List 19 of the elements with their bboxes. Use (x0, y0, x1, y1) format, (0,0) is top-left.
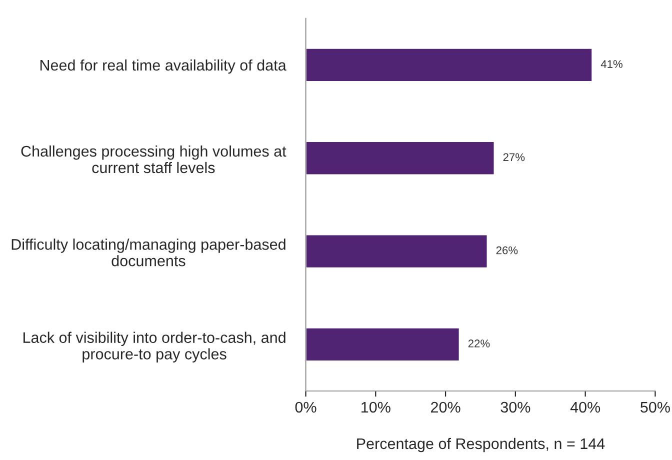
x-tick-label: 50% (640, 402, 670, 413)
data-label: 22% (468, 340, 490, 348)
x-tick-label: 20% (431, 402, 460, 413)
x-tick-label: 0% (295, 402, 316, 413)
bar (306, 48, 593, 82)
x-tick-label: 30% (500, 402, 530, 413)
x-tick-label: 40% (570, 402, 600, 413)
bar (306, 234, 488, 269)
data-label: 27% (503, 153, 525, 162)
bar (306, 140, 496, 176)
y-tick-label: Challenges processing high volumes at current staff levels (21, 145, 286, 174)
bar (306, 326, 460, 362)
y-tick-label: Difficulty locating/managing paper-based documents (12, 238, 286, 266)
y-tick-label: Lack of visibility into order-to-cash, and procure-to pay cycles (24, 332, 286, 362)
data-label: 26% (496, 246, 518, 254)
data-label: 41% (600, 60, 622, 68)
x-tick-label: 10% (362, 402, 390, 413)
x-axis-title: Percentage of Respondents, n = 144 (357, 438, 605, 452)
y-tick-label: Need for real time availability of data (40, 59, 286, 74)
